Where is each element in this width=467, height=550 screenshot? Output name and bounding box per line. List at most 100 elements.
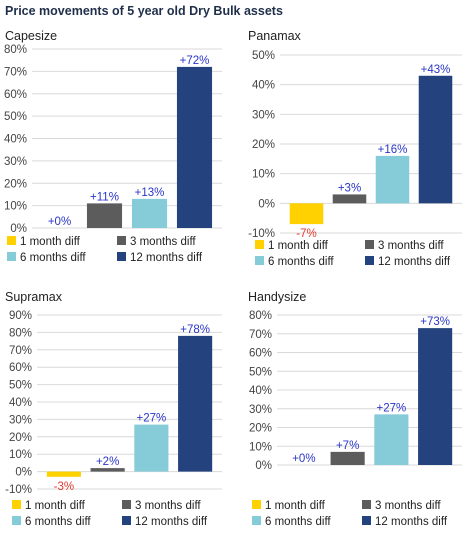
panamax-legend-swatch (255, 256, 264, 265)
handysize-legend-label: 12 months diff (375, 516, 448, 528)
capesize-ytick-label: 40% (4, 134, 27, 146)
handysize-legend-label: 6 months diff (265, 516, 331, 528)
capesize-legend-swatch (117, 252, 126, 261)
handysize-ytick-label: 20% (249, 423, 272, 435)
handysize-legend-swatch (252, 500, 261, 509)
panamax-legend-label: 6 months diff (268, 256, 334, 268)
supramax-ytick-label: 80% (9, 327, 32, 339)
capesize-legend-swatch (117, 236, 126, 245)
capesize-data-label: +0% (48, 216, 71, 228)
supramax-legend-label: 1 month diff (25, 500, 86, 512)
capesize-data-label: +13% (135, 187, 165, 199)
capesize-ytick-label: 50% (4, 111, 27, 123)
supramax-ytick-label: 0% (15, 467, 32, 479)
capesize-legend-swatch (7, 236, 16, 245)
panamax-data-label: +43% (421, 64, 451, 76)
supramax-bar-12-months-diff (178, 335, 213, 472)
panamax-ytick-label: 20% (252, 139, 275, 151)
panamax-data-label: +16% (378, 144, 408, 156)
handysize-legend-label: 1 month diff (265, 500, 326, 512)
capesize-legend-label: 12 months diff (130, 252, 203, 264)
panamax-ytick-label: 30% (252, 109, 275, 121)
capesize-legend-label: 6 months diff (20, 252, 86, 264)
supramax-legend-label: 12 months diff (135, 516, 208, 528)
panamax-ytick-label: 10% (252, 169, 275, 181)
panamax-legend-label: 12 months diff (378, 256, 451, 268)
supramax-ytick-label: 40% (9, 397, 32, 409)
panamax-legend-swatch (255, 240, 264, 249)
handysize-legend-swatch (252, 516, 261, 525)
panamax-ytick-label: 50% (252, 50, 275, 62)
handysize-data-label: +27% (377, 402, 407, 414)
handysize-bar-6-months-diff (374, 414, 409, 465)
panamax-legend-swatch (365, 256, 374, 265)
handysize-ytick-label: 0% (255, 460, 272, 472)
handysize-ytick-label: 50% (249, 366, 272, 378)
capesize-data-label: +11% (90, 191, 119, 203)
supramax-bar-3-months-diff (90, 468, 125, 472)
panamax-ytick-label: 40% (252, 80, 275, 92)
handysize-bar-12-months-diff (418, 328, 453, 465)
handysize-ytick-label: 70% (249, 329, 272, 341)
supramax-data-label: +27% (137, 413, 167, 425)
supramax-ytick-label: 20% (9, 432, 32, 444)
panamax-legend-label: 3 months diff (378, 240, 444, 252)
supramax-ytick-label: 60% (9, 362, 32, 374)
capesize-bar-12-months-diff (176, 66, 213, 229)
handysize-data-label: +73% (420, 316, 450, 328)
handysize-ytick-label: 80% (249, 310, 272, 322)
capesize-ytick-label: 70% (4, 66, 27, 78)
supramax-ytick-label: -10% (5, 484, 32, 496)
supramax-data-label: +2% (96, 456, 119, 468)
handysize-bar-3-months-diff (330, 451, 365, 465)
supramax-legend-label: 3 months diff (135, 500, 201, 512)
supramax-ytick-label: 70% (9, 345, 32, 357)
handysize-ytick-label: 10% (249, 441, 272, 453)
supramax-bar-6-months-diff (134, 424, 169, 472)
capesize-data-label: +72% (180, 55, 210, 67)
handysize-data-label: +7% (336, 440, 359, 452)
capesize-ytick-label: 20% (4, 178, 27, 190)
panamax-data-label: -7% (296, 228, 316, 240)
panamax-chart-title: Panamax (248, 29, 302, 43)
panamax-legend-swatch (365, 240, 374, 249)
supramax-legend-swatch (122, 500, 131, 509)
panamax-ytick-label: 0% (258, 198, 275, 210)
supramax-chart-title: Supramax (5, 290, 63, 304)
panamax-bar-6-months-diff (375, 155, 410, 204)
supramax-legend-swatch (122, 516, 131, 525)
supramax-ytick-label: 30% (9, 414, 32, 426)
capesize-ytick-label: 60% (4, 89, 27, 101)
handysize-chart-title: Handysize (248, 290, 306, 304)
capesize-legend-label: 3 months diff (130, 236, 196, 248)
supramax-ytick-label: 10% (9, 449, 32, 461)
supramax-ytick-label: 50% (9, 380, 32, 392)
supramax-bar-1-month-diff (46, 471, 81, 477)
handysize-data-label: +0% (292, 453, 315, 465)
figure-title: Price movements of 5 year old Dry Bulk a… (5, 4, 283, 18)
panamax-ytick-label: -10% (248, 228, 275, 240)
panamax-data-label: +3% (338, 182, 361, 194)
handysize-legend-label: 3 months diff (375, 500, 441, 512)
supramax-legend-swatch (12, 516, 21, 525)
supramax-legend-swatch (12, 500, 21, 509)
handysize-ytick-label: 40% (249, 385, 272, 397)
handysize-legend-swatch (362, 516, 371, 525)
capesize-legend-label: 1 month diff (20, 236, 81, 248)
handysize-legend-swatch (362, 500, 371, 509)
capesize-ytick-label: 30% (4, 156, 27, 168)
supramax-ytick-label: 90% (9, 310, 32, 322)
handysize-ytick-label: 60% (249, 348, 272, 360)
capesize-bar-6-months-diff (131, 198, 168, 228)
supramax-data-label: +78% (180, 324, 210, 336)
panamax-bar-3-months-diff (332, 194, 367, 204)
capesize-chart-title: Capesize (5, 29, 57, 43)
panamax-bar-1-month-diff (289, 203, 324, 225)
supramax-legend-label: 6 months diff (25, 516, 91, 528)
capesize-ytick-label: 80% (4, 44, 27, 56)
capesize-ytick-label: 0% (10, 223, 27, 235)
capesize-ytick-label: 10% (4, 201, 27, 213)
panamax-legend-label: 1 month diff (268, 240, 329, 252)
